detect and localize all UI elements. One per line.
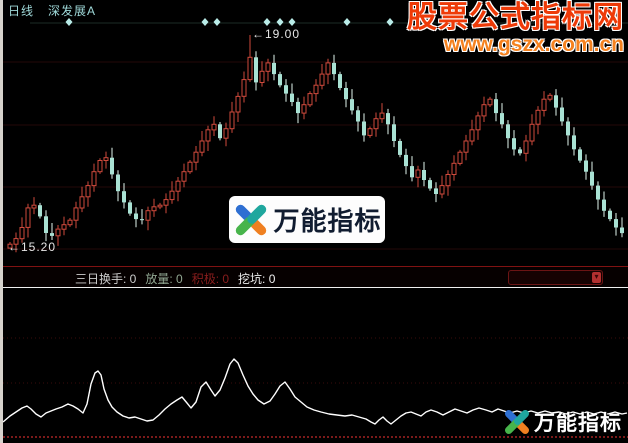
price-callout-low: ←15.20 [8, 240, 57, 254]
indicator-line [2, 358, 628, 425]
indicator-item: 积极: 0 [191, 272, 230, 286]
diamond-markers [65, 18, 394, 26]
period-label: 日线 [8, 4, 35, 18]
indicator-item: 三日换手: 0 [75, 272, 137, 286]
dropdown-arrow-icon[interactable]: ▾ [592, 272, 601, 283]
candlestick-chart[interactable] [0, 0, 628, 266]
chart-title: 日线 深发展A [8, 2, 96, 19]
window-left-border [0, 0, 3, 443]
symbol-name: 深发展A [48, 4, 97, 18]
price-callout-high: ←19.00 [252, 27, 301, 41]
brand-watermark-center: 万能指标 [229, 196, 385, 243]
indicator-item: 放量: 0 [145, 272, 183, 286]
wanneng-logo-icon [502, 407, 532, 437]
indicator-item: 挖坑: 0 [238, 272, 276, 286]
candles [7, 35, 624, 253]
indicator-param-box[interactable]: ▾ [508, 270, 603, 285]
site-title: 股票公式指标网 [407, 1, 624, 34]
brand-watermark-bottom: 万能指标 [502, 407, 622, 437]
pane-divider-line [3, 287, 628, 288]
indicator-sub-chart[interactable] [0, 288, 628, 443]
brand-watermark-text: 万能指标 [534, 412, 622, 435]
site-url: www.gszx.com.cn [443, 33, 624, 56]
site-watermark: 股票公式指标网 www.gszx.com.cn [407, 1, 624, 56]
pane-splitter-indicator-bar[interactable]: 三日换手: 0 放量: 0 积极: 0 挖坑: 0 [3, 266, 628, 288]
wanneng-logo-icon [232, 201, 270, 239]
indicator-values-row: 三日换手: 0 放量: 0 积极: 0 挖坑: 0 [75, 270, 284, 287]
brand-watermark-text: 万能指标 [273, 206, 382, 236]
